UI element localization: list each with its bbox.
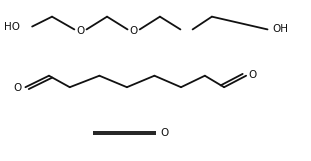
Text: O: O — [248, 70, 256, 80]
Text: O: O — [129, 26, 138, 36]
Text: O: O — [76, 26, 85, 36]
Text: OH: OH — [272, 24, 288, 34]
Text: O: O — [14, 83, 22, 93]
Text: HO: HO — [4, 22, 20, 32]
Text: O: O — [160, 128, 169, 138]
